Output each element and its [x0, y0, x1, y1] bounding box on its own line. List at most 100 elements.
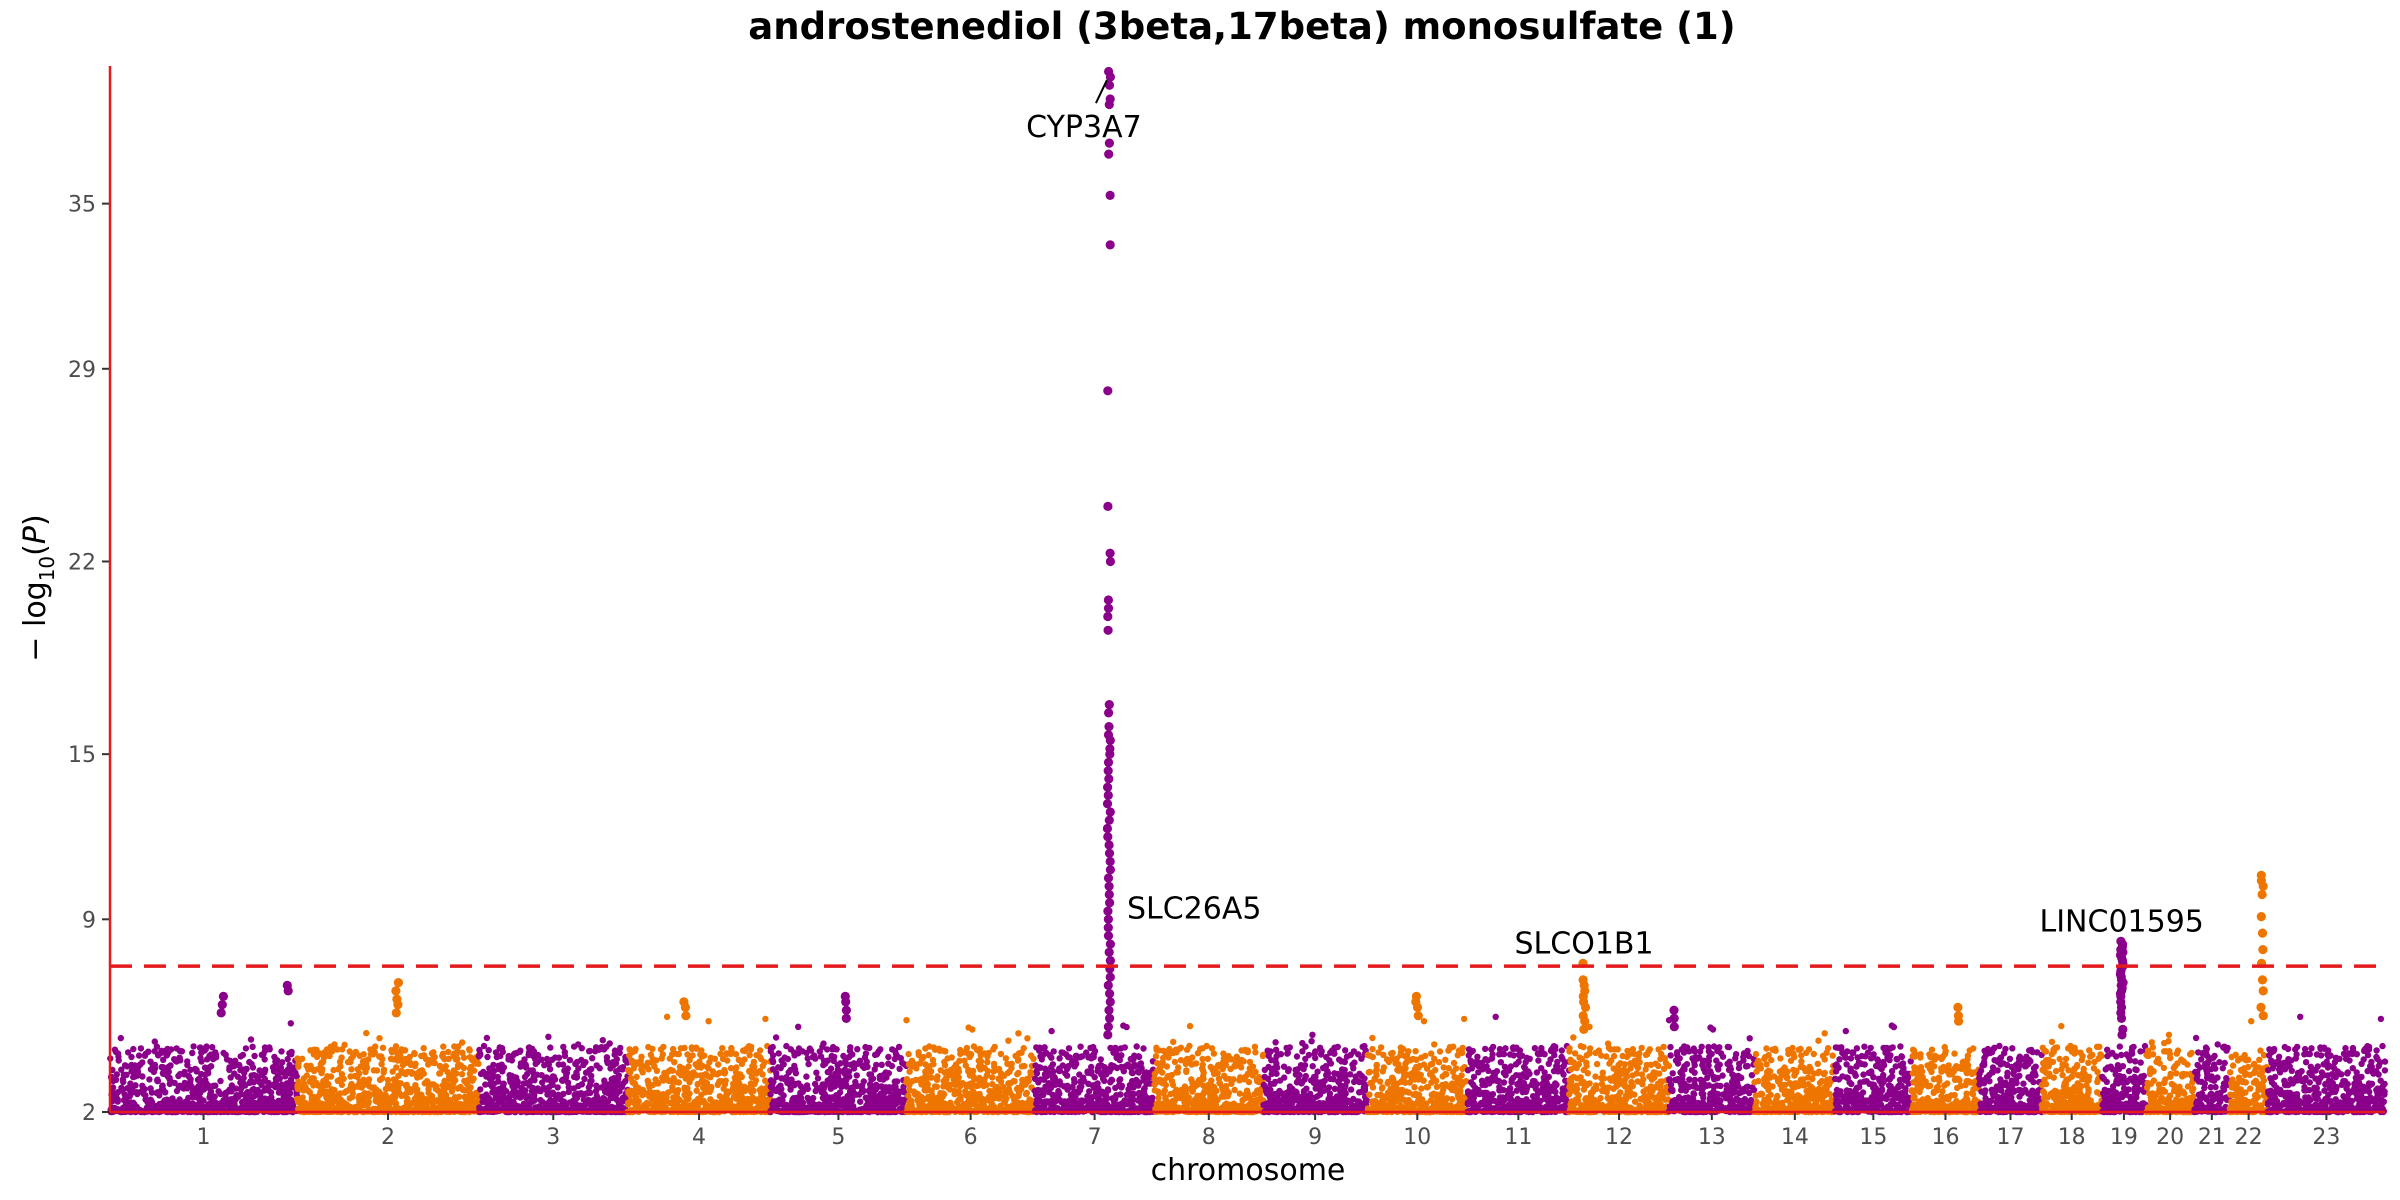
snp-point [633, 1074, 639, 1080]
snp-point [459, 1071, 465, 1077]
snp-point [1117, 1091, 1123, 1097]
snp-point [932, 1083, 938, 1089]
snp-point [166, 1069, 172, 1075]
snp-point [1108, 1077, 1114, 1083]
snp-point [776, 1050, 782, 1056]
snp-point [537, 1097, 543, 1103]
snp-point [1170, 1039, 1176, 1045]
snp-point [1048, 1085, 1054, 1091]
snp-point [283, 1095, 289, 1101]
snp-point [1130, 1056, 1136, 1062]
snp-point [803, 1073, 809, 1079]
snp-point [1072, 1056, 1078, 1062]
snp-point [217, 1103, 223, 1109]
snp-point [847, 1089, 853, 1095]
snp-point [848, 1062, 854, 1068]
snp-point [847, 1098, 853, 1104]
snp-point [389, 1099, 395, 1105]
snp-point [1101, 1078, 1107, 1084]
snp-point [683, 1067, 689, 1073]
snp-point [582, 1059, 588, 1065]
snp-point [302, 1084, 308, 1090]
snp-point [184, 1058, 190, 1064]
snp-point [721, 1097, 727, 1103]
snp-point [882, 1075, 888, 1081]
snp-point [1015, 1030, 1021, 1036]
snp-point [404, 1082, 410, 1088]
snp-point [953, 1061, 959, 1067]
snp-point [1231, 1101, 1237, 1107]
snp-point [186, 1073, 192, 1079]
snp-point [986, 1050, 992, 1056]
snp-point [1048, 1055, 1054, 1061]
snp-point [758, 1085, 764, 1091]
snp-point [178, 1102, 184, 1108]
snp-point [323, 1082, 329, 1088]
snp-point [228, 1074, 234, 1080]
snp-point [788, 1046, 794, 1052]
snp-point [577, 1102, 583, 1108]
snp-point [1131, 1062, 1137, 1068]
snp-point [533, 1061, 539, 1067]
snp-point [770, 1044, 776, 1050]
snp-point [238, 1091, 244, 1097]
snp-point [1194, 1100, 1200, 1106]
snp-point [477, 1052, 483, 1058]
snp-point [251, 1053, 257, 1059]
snp-point [1246, 1079, 1252, 1085]
snp-point [123, 1072, 129, 1078]
snp-point [1134, 1043, 1140, 1049]
snp-point [1205, 1056, 1211, 1062]
snp-point [440, 1101, 446, 1107]
snp-point [953, 1070, 959, 1076]
snp-point [1090, 1044, 1096, 1050]
snp-point [461, 1087, 467, 1093]
snp-point [632, 1100, 638, 1106]
snp-point [1189, 1061, 1195, 1067]
snp-point [942, 1062, 948, 1068]
snp-point [1007, 1105, 1013, 1111]
snp-point [545, 1034, 551, 1040]
snp-point [742, 1088, 748, 1094]
snp-point [411, 1050, 417, 1056]
snp-point [1071, 1090, 1077, 1096]
snp-point [348, 1066, 354, 1072]
snp-point [208, 1051, 214, 1057]
snp-point [854, 1072, 860, 1078]
snp-point [1214, 1105, 1220, 1111]
snp-point [112, 1047, 118, 1053]
snp-point [1036, 1048, 1042, 1054]
snp-point [304, 1072, 310, 1078]
snp-point [166, 1075, 172, 1081]
snp-point [1084, 1068, 1090, 1074]
snp-point [155, 1078, 161, 1084]
snp-point [767, 1091, 773, 1097]
snp-point [359, 1102, 365, 1108]
snp-point [133, 1089, 139, 1095]
snp-point [570, 1097, 576, 1103]
snp-point [671, 1059, 677, 1065]
snp-point [915, 1049, 921, 1055]
snp-point [930, 1098, 936, 1104]
snp-point [206, 1064, 212, 1070]
snp-point [1102, 1092, 1108, 1098]
snp-point [943, 1076, 949, 1082]
snp-point [175, 1073, 181, 1079]
snp-point [1247, 1059, 1253, 1065]
snp-point [446, 1056, 452, 1062]
snp-point [922, 1045, 928, 1051]
snp-point [930, 1057, 936, 1063]
snp-point [728, 1065, 734, 1071]
snp-point [248, 1103, 254, 1109]
snp-point [628, 1075, 634, 1081]
snp-point [1081, 1078, 1087, 1084]
snp-point [805, 1061, 811, 1067]
snp-point [248, 1093, 254, 1099]
snp-point [1038, 1087, 1044, 1093]
snp-point [288, 1020, 294, 1026]
snp-point [284, 1080, 290, 1086]
snp-point [1224, 1057, 1230, 1063]
snp-point [530, 1085, 536, 1091]
snp-point [612, 1047, 618, 1053]
snp-point [331, 1087, 337, 1093]
